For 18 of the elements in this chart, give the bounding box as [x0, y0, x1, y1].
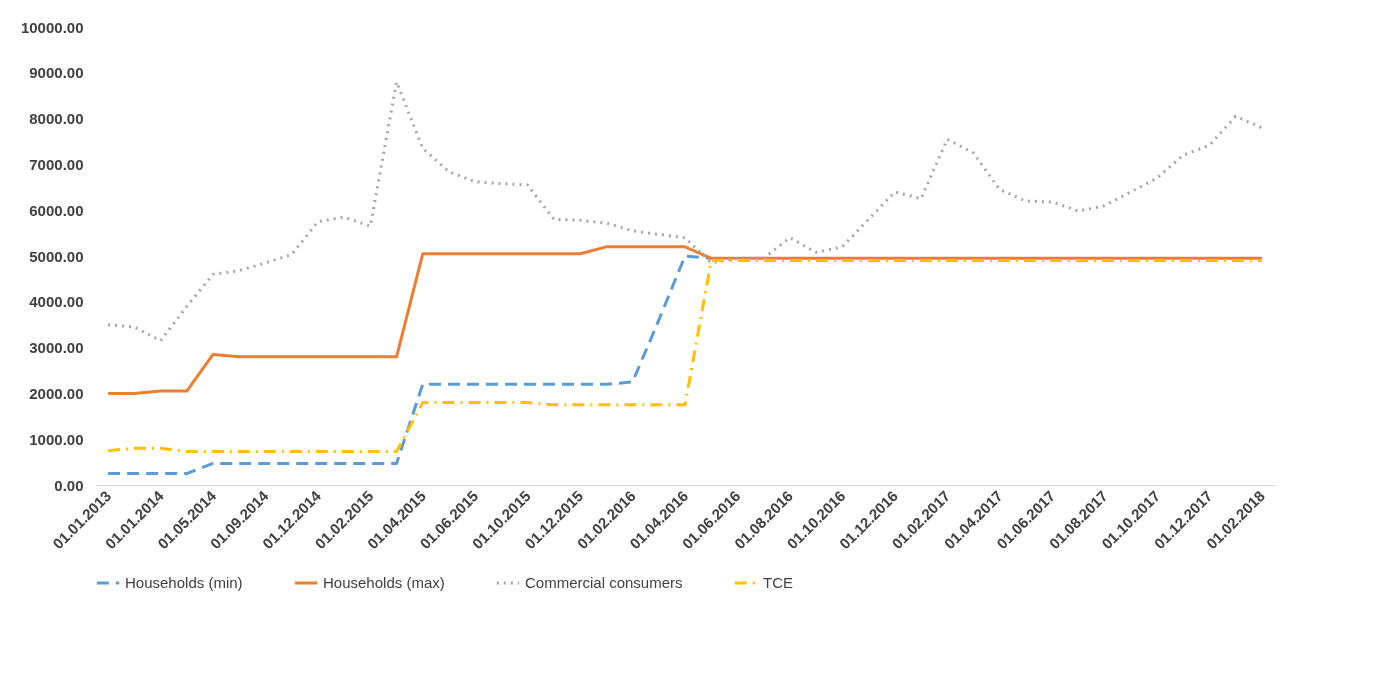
- y-tick-label: 0.00: [54, 476, 84, 494]
- legend-label: Households (max): [323, 574, 445, 591]
- y-tick-label: 9000.00: [29, 64, 84, 82]
- legend-label: Commercial consumers: [525, 574, 683, 591]
- y-tick-label: 10000.00: [20, 18, 84, 36]
- y-tick-label: 2000.00: [29, 384, 84, 402]
- y-tick-label: 1000.00: [29, 430, 84, 448]
- legend-label: TCE: [763, 574, 793, 591]
- y-tick-label: 8000.00: [29, 110, 84, 128]
- y-tick-label: 4000.00: [29, 293, 84, 311]
- line-series: [106, 259, 1264, 454]
- line-series: [106, 245, 1264, 395]
- y-tick-label: 5000.00: [29, 247, 84, 265]
- y-tick-label: 6000.00: [29, 201, 84, 219]
- y-tick-label: 3000.00: [29, 339, 84, 357]
- y-tick-label: 7000.00: [29, 155, 84, 173]
- legend-label: Households (min): [125, 574, 243, 591]
- line-series: [106, 80, 1264, 343]
